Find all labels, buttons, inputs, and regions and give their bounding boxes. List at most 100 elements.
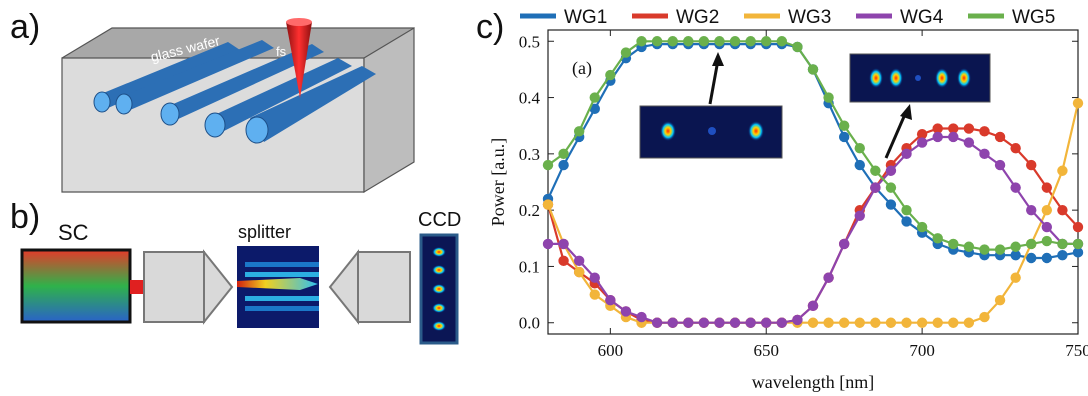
data-point-wg4 bbox=[729, 317, 741, 328]
data-point-wg4 bbox=[994, 159, 1006, 171]
data-point-wg3 bbox=[916, 317, 928, 328]
data-point-wg4 bbox=[916, 137, 928, 148]
data-point-wg1 bbox=[1026, 252, 1037, 264]
data-point-wg1 bbox=[885, 199, 897, 210]
data-point-wg4 bbox=[792, 314, 803, 326]
data-point-wg4 bbox=[683, 317, 694, 328]
data-point-wg4 bbox=[589, 272, 600, 283]
data-point-wg4 bbox=[948, 131, 959, 143]
data-point-wg3 bbox=[1072, 97, 1084, 109]
mode-inset-right bbox=[849, 53, 991, 103]
data-point-wg4 bbox=[870, 182, 881, 193]
data-point-wg5 bbox=[605, 69, 616, 81]
data-point-wg3 bbox=[573, 266, 585, 278]
data-point-wg3 bbox=[589, 289, 600, 300]
data-point-wg1 bbox=[558, 159, 569, 171]
data-point-wg2 bbox=[1072, 221, 1084, 233]
output-objective bbox=[328, 249, 411, 325]
data-point-wg1 bbox=[854, 159, 865, 171]
panel-b-label: b) bbox=[10, 198, 40, 236]
data-point-wg3 bbox=[1010, 272, 1021, 283]
x-axis-label: wavelength [nm] bbox=[752, 372, 874, 392]
series-wg5 bbox=[542, 36, 1084, 255]
panel-a-label: a) bbox=[10, 8, 40, 46]
data-point-wg5 bbox=[745, 36, 756, 47]
legend-label: WG5 bbox=[1012, 7, 1055, 28]
data-point-wg5 bbox=[807, 64, 819, 75]
data-point-wg5 bbox=[792, 41, 803, 53]
data-point-wg5 bbox=[573, 126, 585, 137]
data-point-wg3 bbox=[807, 317, 819, 328]
wafer-side-face bbox=[363, 26, 415, 194]
data-point-wg4 bbox=[761, 317, 772, 328]
data-point-wg2 bbox=[1010, 143, 1021, 154]
data-point-wg2 bbox=[1026, 159, 1037, 171]
ccd-camera-image bbox=[419, 233, 459, 345]
data-point-wg5 bbox=[542, 159, 554, 171]
data-point-wg3 bbox=[854, 317, 865, 328]
data-point-wg4 bbox=[573, 255, 585, 267]
data-point-wg1 bbox=[589, 103, 600, 115]
data-point-wg3 bbox=[1057, 165, 1068, 176]
data-point-wg2 bbox=[932, 123, 943, 134]
data-point-wg4 bbox=[1041, 221, 1053, 233]
legend-item-wg2: WG2 bbox=[632, 7, 719, 28]
chart-legend: WG1 WG2 WG3 WG4 WG5 bbox=[520, 7, 1055, 28]
waveguide-3 bbox=[160, 44, 324, 126]
data-point-wg3 bbox=[932, 317, 943, 328]
data-point-wg5 bbox=[651, 36, 663, 47]
data-point-wg5 bbox=[870, 165, 881, 176]
data-point-wg1 bbox=[1010, 249, 1021, 261]
data-point-wg5 bbox=[698, 36, 710, 47]
data-point-wg3 bbox=[963, 317, 975, 328]
data-point-wg2 bbox=[558, 255, 569, 267]
wafer-top-outline bbox=[61, 27, 414, 59]
camera-label: CCD bbox=[418, 209, 461, 231]
supercontinuum-source bbox=[20, 248, 132, 324]
legend-item-wg4: WG4 bbox=[856, 7, 944, 28]
data-point-wg3 bbox=[885, 317, 897, 328]
data-point-wg5 bbox=[1057, 238, 1068, 250]
data-point-wg4 bbox=[636, 311, 647, 323]
subplot-label: (a) bbox=[572, 58, 592, 79]
data-point-wg5 bbox=[1072, 238, 1084, 250]
data-point-wg4 bbox=[963, 137, 975, 148]
data-point-wg3 bbox=[870, 317, 881, 328]
legend-item-wg1: WG1 bbox=[520, 7, 607, 28]
data-point-wg4 bbox=[854, 210, 865, 221]
splitter-label: splitter bbox=[238, 222, 291, 242]
plot-frame bbox=[547, 29, 1079, 335]
data-point-wg5 bbox=[994, 244, 1006, 255]
data-point-wg2 bbox=[948, 123, 959, 134]
data-point-wg4 bbox=[605, 295, 616, 306]
wafer-top-face bbox=[62, 28, 414, 58]
y-tick-label: 0.2 bbox=[519, 201, 540, 220]
y-tick-label: 0.3 bbox=[519, 145, 540, 164]
data-point-wg3 bbox=[948, 317, 959, 328]
data-point-wg1 bbox=[901, 216, 912, 227]
legend-item-wg3: WG3 bbox=[744, 7, 831, 28]
legend-label: WG2 bbox=[676, 7, 719, 28]
data-point-wg2 bbox=[979, 126, 990, 137]
panel-c: c) WG1 WG2 WG3 WG4 WG5 600 650 700 750 0.0 0.1 0.2… bbox=[476, 7, 1088, 392]
data-point-wg5 bbox=[948, 238, 959, 250]
data-point-wg4 bbox=[667, 317, 678, 328]
data-point-wg5 bbox=[714, 36, 725, 47]
data-point-wg4 bbox=[1010, 182, 1021, 193]
annotation-arrow-right bbox=[884, 104, 912, 159]
source-label: SC bbox=[58, 220, 89, 245]
data-point-wg2 bbox=[916, 128, 928, 140]
annotation-arrow-left bbox=[708, 52, 724, 105]
data-point-wg5 bbox=[838, 120, 850, 131]
y-tick-label: 0.5 bbox=[519, 32, 540, 51]
waveguide-2 bbox=[115, 40, 274, 115]
input-objective bbox=[143, 249, 234, 325]
waveguide-1 bbox=[93, 42, 240, 113]
data-point-wg3 bbox=[542, 199, 554, 210]
data-point-wg4 bbox=[932, 131, 943, 143]
data-point-wg3 bbox=[994, 295, 1006, 306]
legend-label: WG4 bbox=[900, 7, 944, 28]
chart-plot-area: 600 650 700 750 0.0 0.1 0.2 0.3 0.4 0.5 wavelength… bbox=[488, 29, 1088, 392]
x-tick-label: 650 bbox=[753, 341, 779, 360]
